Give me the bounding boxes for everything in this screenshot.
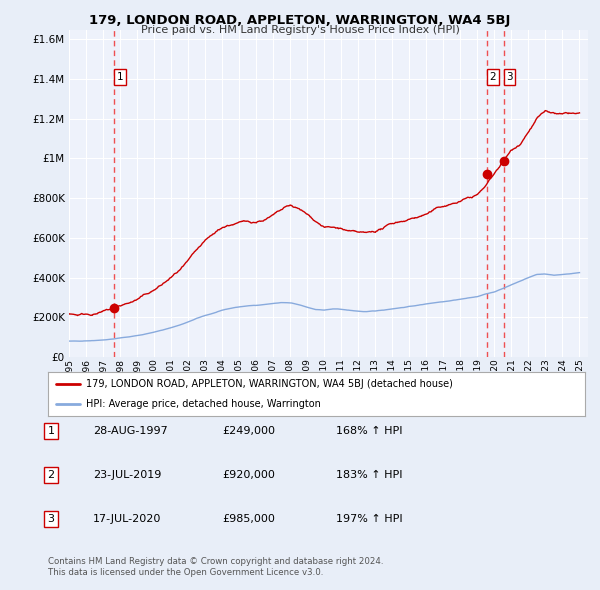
- Text: 23-JUL-2019: 23-JUL-2019: [93, 470, 161, 480]
- Text: 2: 2: [47, 470, 55, 480]
- Text: Contains HM Land Registry data © Crown copyright and database right 2024.: Contains HM Land Registry data © Crown c…: [48, 557, 383, 566]
- Text: 2: 2: [490, 72, 496, 82]
- Text: 179, LONDON ROAD, APPLETON, WARRINGTON, WA4 5BJ: 179, LONDON ROAD, APPLETON, WARRINGTON, …: [89, 14, 511, 27]
- Text: 168% ↑ HPI: 168% ↑ HPI: [336, 426, 403, 435]
- Text: HPI: Average price, detached house, Warrington: HPI: Average price, detached house, Warr…: [86, 399, 320, 408]
- Text: £249,000: £249,000: [222, 426, 275, 435]
- Text: 179, LONDON ROAD, APPLETON, WARRINGTON, WA4 5BJ (detached house): 179, LONDON ROAD, APPLETON, WARRINGTON, …: [86, 379, 452, 389]
- Text: Price paid vs. HM Land Registry's House Price Index (HPI): Price paid vs. HM Land Registry's House …: [140, 25, 460, 35]
- Text: £985,000: £985,000: [222, 514, 275, 524]
- Text: This data is licensed under the Open Government Licence v3.0.: This data is licensed under the Open Gov…: [48, 568, 323, 577]
- Text: 1: 1: [47, 426, 55, 435]
- Text: 183% ↑ HPI: 183% ↑ HPI: [336, 470, 403, 480]
- Text: 28-AUG-1997: 28-AUG-1997: [93, 426, 168, 435]
- Text: 3: 3: [47, 514, 55, 524]
- Text: 17-JUL-2020: 17-JUL-2020: [93, 514, 161, 524]
- Text: 3: 3: [506, 72, 513, 82]
- Text: 197% ↑ HPI: 197% ↑ HPI: [336, 514, 403, 524]
- Text: £920,000: £920,000: [222, 470, 275, 480]
- Text: 1: 1: [116, 72, 123, 82]
